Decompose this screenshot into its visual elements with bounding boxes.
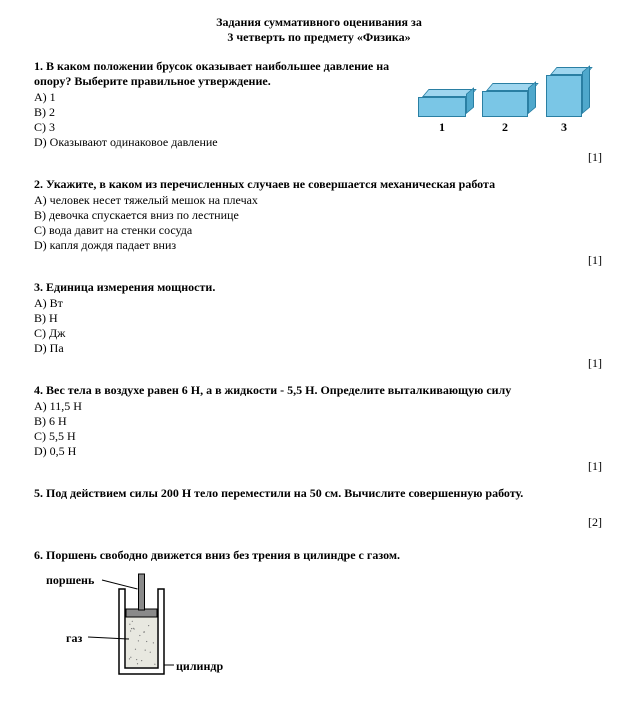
q1-score: [1] [34, 150, 604, 165]
q4-text: 4. Вес тела в воздухе равен 6 Н, а в жид… [34, 383, 604, 398]
bar-1: 1 [418, 97, 466, 117]
q2-text: 2. Укажите, в каком из перечисленных слу… [34, 177, 604, 192]
q3-score: [1] [34, 356, 604, 371]
q6-text: 6. Поршень свободно движется вниз без тр… [34, 548, 604, 563]
bar-2: 2 [482, 91, 528, 117]
q2-opt-d: D) капля дождя падает вниз [34, 238, 604, 253]
q2-score: [1] [34, 253, 604, 268]
q1-text: 1. В каком положении брусок оказывает на… [34, 59, 394, 89]
piston-cylinder-diagram: поршень газ цилиндр [44, 569, 244, 684]
q1-opt-a: A) 1 [34, 90, 394, 105]
q4-opt-b: B) 6 Н [34, 414, 604, 429]
q2-opt-a: A) человек несет тяжелый мешок на плечах [34, 193, 604, 208]
q3-options: A) Вт B) Н C) Дж D) Па [34, 296, 604, 356]
question-4: 4. Вес тела в воздухе равен 6 Н, а в жид… [34, 383, 604, 474]
q4-opt-c: C) 5,5 Н [34, 429, 604, 444]
bar-3: 3 [546, 75, 582, 117]
q3-opt-c: C) Дж [34, 326, 604, 341]
q3-opt-d: D) Па [34, 341, 604, 356]
question-1: 1. В каком положении брусок оказывает на… [34, 59, 604, 165]
bar-label-3: 3 [546, 120, 582, 135]
bar-label-2: 2 [482, 120, 528, 135]
q3-opt-b: B) Н [34, 311, 604, 326]
piston-svg [44, 569, 244, 684]
q2-opt-b: B) девочка спускается вниз по лестнице [34, 208, 604, 223]
question-2: 2. Укажите, в каком из перечисленных слу… [34, 177, 604, 268]
q1-options: A) 1 B) 2 C) 3 D) Оказывают одинаковое д… [34, 90, 394, 150]
q3-text: 3. Единица измерения мощности. [34, 280, 604, 295]
q4-opt-a: A) 11,5 Н [34, 399, 604, 414]
pressure-bars-diagram: 123 [404, 59, 604, 139]
q5-score: [2] [34, 515, 604, 530]
title-line-1: Задания суммативного оценивания за [34, 15, 604, 30]
question-5: 5. Под действием силы 200 Н тело перемес… [34, 486, 604, 530]
q4-options: A) 11,5 Н B) 6 Н C) 5,5 Н D) 0,5 Н [34, 399, 604, 459]
q4-opt-d: D) 0,5 Н [34, 444, 604, 459]
q3-opt-a: A) Вт [34, 296, 604, 311]
q2-options: A) человек несет тяжелый мешок на плечах… [34, 193, 604, 253]
bar-label-1: 1 [418, 120, 466, 135]
title-line-2: 3 четверть по предмету «Физика» [34, 30, 604, 45]
q1-opt-d: D) Оказывают одинаковое давление [34, 135, 394, 150]
question-6: 6. Поршень свободно движется вниз без тр… [34, 548, 604, 684]
page-title: Задания суммативного оценивания за 3 чет… [34, 15, 604, 45]
q4-score: [1] [34, 459, 604, 474]
q2-opt-c: C) вода давит на стенки сосуда [34, 223, 604, 238]
q1-opt-c: C) 3 [34, 120, 394, 135]
q1-opt-b: B) 2 [34, 105, 394, 120]
question-3: 3. Единица измерения мощности. A) Вт B) … [34, 280, 604, 371]
q5-text: 5. Под действием силы 200 Н тело перемес… [34, 486, 604, 501]
